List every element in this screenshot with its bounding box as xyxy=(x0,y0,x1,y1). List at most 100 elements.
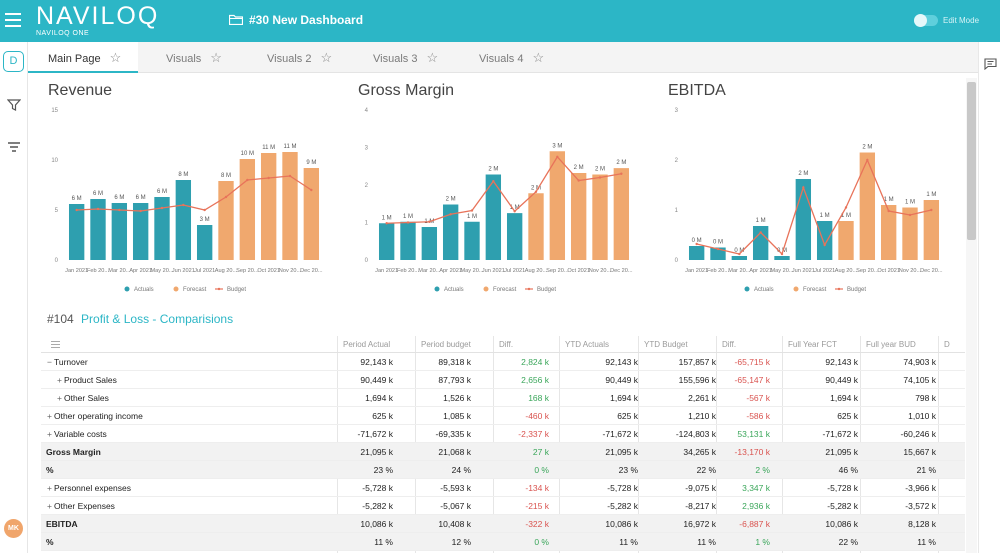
collapse-icon[interactable]: − xyxy=(47,357,52,367)
user-avatar[interactable]: MK xyxy=(4,519,23,538)
table-cell: 90,449 k xyxy=(360,375,393,385)
menu-icon[interactable] xyxy=(5,13,21,27)
legend-label: Forecast xyxy=(493,287,517,293)
x-tick-label: Oct 2021 xyxy=(257,268,280,274)
expand-icon[interactable]: + xyxy=(47,501,52,511)
table-title[interactable]: Profit & Loss - Comparisions xyxy=(81,312,234,326)
x-tick-label: Feb 20... xyxy=(87,268,110,274)
tab-visuals-3[interactable]: Visuals 3 ☆ xyxy=(344,42,444,73)
filter-list-icon[interactable] xyxy=(7,141,21,153)
row-label-text: Turnover xyxy=(53,357,88,367)
bar-actuals xyxy=(485,174,502,260)
y-tick-label: 10 xyxy=(51,158,58,164)
table-cell: -5,593 k xyxy=(440,483,471,493)
table-cell: -65,715 k xyxy=(734,357,770,367)
bar-forecast xyxy=(902,207,918,260)
expand-icon[interactable]: + xyxy=(57,393,62,403)
table-cell: 1,526 k xyxy=(443,393,471,403)
comment-icon[interactable] xyxy=(984,58,997,70)
column-header[interactable]: Diff. xyxy=(499,340,514,349)
bar-actuals xyxy=(795,179,812,260)
bar-actuals xyxy=(111,203,128,260)
dashboard-switch-button[interactable]: D xyxy=(3,51,24,72)
dashboard-title: #30 New Dashboard xyxy=(249,13,364,27)
star-icon[interactable]: ☆ xyxy=(320,50,333,65)
data-label: 10 M xyxy=(241,151,254,157)
tab-label: Visuals 3 xyxy=(373,53,418,65)
bar-actuals xyxy=(196,225,213,260)
tab-label: Visuals 2 xyxy=(267,53,312,65)
column-header[interactable]: Period Actual xyxy=(343,340,391,349)
logo-text: NAVILOQ xyxy=(36,2,160,30)
row-label-text: Personnel expenses xyxy=(53,483,131,493)
expand-icon[interactable]: + xyxy=(47,429,52,439)
expand-icon[interactable]: + xyxy=(47,411,52,421)
tab-visuals-4[interactable]: Visuals 4 ☆ xyxy=(450,42,550,73)
star-icon[interactable]: ☆ xyxy=(109,50,122,65)
x-tick-label: Apr 2021 xyxy=(749,268,772,274)
y-tick-label: 2 xyxy=(675,158,679,164)
bar-actuals xyxy=(774,256,790,260)
table-cell: -5,728 k xyxy=(362,483,393,493)
table-cell: 10,086 k xyxy=(605,519,638,529)
table-cell: 89,318 k xyxy=(438,357,471,367)
data-label: 1 M xyxy=(756,218,766,224)
row-label: % xyxy=(46,533,54,551)
budget-point xyxy=(738,252,741,256)
table-cell: 21,068 k xyxy=(438,447,471,457)
table-cell: 155,596 k xyxy=(678,375,716,385)
table-cell: 10,086 k xyxy=(360,519,393,529)
pl-table: Period Actual Period budget Diff. YTD Actua… xyxy=(41,336,965,553)
tab-visuals-2[interactable]: Visuals 2 ☆ xyxy=(238,42,338,73)
column-header[interactable]: D xyxy=(944,340,950,349)
star-icon[interactable]: ☆ xyxy=(426,50,439,65)
x-tick-label: Nov 20... xyxy=(279,268,302,274)
y-tick-label: 3 xyxy=(675,108,679,114)
table-cell: 92,143 k xyxy=(605,357,638,367)
table-row: − Turnover 92,143 k 89,318 k 2,824 k 92,143 k… xyxy=(41,353,965,371)
budget-point xyxy=(930,208,933,212)
scrollbar-thumb[interactable] xyxy=(967,82,976,240)
table-cell: -586 k xyxy=(746,411,770,421)
table-cell: 16,972 k xyxy=(683,519,716,529)
table-row: % 11 % 12 % 0 % 11 % 11 % 1 % 22 % 11 % xyxy=(41,533,965,551)
y-tick-label: 5 xyxy=(55,208,59,214)
scrollbar-track[interactable] xyxy=(966,78,977,553)
tab-visuals[interactable]: Visuals ☆ xyxy=(138,42,238,73)
expand-icon[interactable]: + xyxy=(47,483,52,493)
table-cell: -65,147 k xyxy=(734,375,770,385)
x-tick-label: Oct 2021 xyxy=(877,268,900,274)
bar-actuals xyxy=(688,246,705,260)
expand-icon[interactable]: + xyxy=(57,375,62,385)
column-header[interactable]: Diff. xyxy=(722,340,737,349)
row-label: + Other Sales xyxy=(57,389,109,407)
edit-mode-label: Edit Mode xyxy=(943,16,980,25)
column-header[interactable]: YTD Actuals xyxy=(565,340,610,349)
x-tick-label: Mar 20... xyxy=(418,268,441,274)
column-header[interactable]: Full year BUD xyxy=(866,340,916,349)
table-cell: 798 k xyxy=(915,393,936,403)
budget-point xyxy=(908,213,912,217)
edit-mode-toggle[interactable] xyxy=(914,14,938,27)
legend-label: Budget xyxy=(847,287,866,293)
column-header[interactable]: YTD Budget xyxy=(644,340,688,349)
data-label: 2 M xyxy=(798,171,808,177)
star-icon[interactable]: ☆ xyxy=(532,50,545,65)
bar-forecast xyxy=(880,205,897,260)
filter-icon[interactable] xyxy=(7,99,21,111)
tab-main-page[interactable]: Main Page ☆ xyxy=(28,42,138,73)
table-cell: -134 k xyxy=(525,483,549,493)
table-cell: 10,408 k xyxy=(438,519,471,529)
bar-forecast xyxy=(218,181,234,260)
budget-point xyxy=(449,213,452,216)
table-cell: -5,067 k xyxy=(440,501,471,511)
left-sidebar: D MK xyxy=(0,42,28,553)
table-cell: -567 k xyxy=(746,393,770,403)
star-icon[interactable]: ☆ xyxy=(210,50,222,65)
table-cell: -69,335 k xyxy=(435,429,471,439)
column-menu-icon[interactable] xyxy=(51,341,60,348)
column-header[interactable]: Period budget xyxy=(421,340,471,349)
table-cell: 90,449 k xyxy=(825,375,858,385)
bar-actuals xyxy=(132,203,149,260)
column-header[interactable]: Full Year FCT xyxy=(788,340,837,349)
